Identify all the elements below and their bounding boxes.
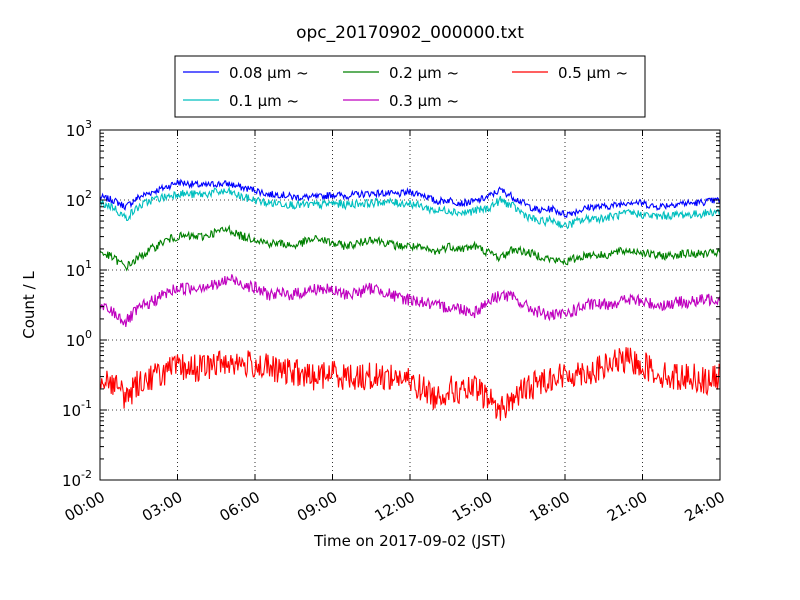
y-tick-label: 10-1: [62, 398, 92, 420]
y-tick-exponent: 2: [85, 188, 92, 201]
legend-label: 0.2 μm ~: [389, 64, 459, 82]
y-tick-base: 10: [62, 402, 81, 420]
y-tick-base: 10: [66, 192, 85, 210]
x-axis-label: Time on 2017-09-02 (JST): [313, 532, 506, 550]
y-tick-label: 10-2: [62, 468, 92, 490]
y-tick-label: 100: [66, 328, 92, 350]
y-tick-base: 10: [66, 332, 85, 350]
y-axis-label: Count / L: [20, 271, 38, 339]
y-tick-exponent: 3: [85, 118, 92, 131]
series-line: [99, 185, 721, 230]
y-tick-base: 10: [66, 262, 85, 280]
series-layer: [99, 178, 721, 421]
y-tick-exponent: 0: [85, 328, 92, 341]
y-tick-label: 101: [66, 258, 92, 280]
series-line: [99, 224, 721, 272]
legend: 0.08 μm ~ 0.1 μm ~ 0.2 μm ~ 0.3 μm ~ 0.5 μm …: [174, 55, 646, 118]
series-line: [99, 274, 721, 327]
y-tick-base: 10: [66, 122, 85, 140]
y-tick-label: 102: [66, 188, 92, 210]
y-tick-base: 10: [62, 472, 81, 490]
legend-label: 0.08 μm ~: [229, 64, 309, 82]
grid: [100, 130, 720, 480]
y-tick-exponent: -2: [81, 468, 92, 481]
legend-label: 0.1 μm ~: [229, 92, 299, 110]
y-tick-label: 103: [66, 118, 92, 140]
legend-label: 0.3 μm ~: [389, 92, 459, 110]
legend-box: [174, 55, 646, 118]
chart-title: opc_20170902_000000.txt: [296, 23, 524, 43]
series-line: [99, 347, 721, 421]
y-tick-exponent: 1: [85, 258, 92, 271]
series-line: [99, 178, 721, 219]
legend-label: 0.5 μm ~: [558, 64, 628, 82]
y-tick-exponent: -1: [81, 398, 92, 411]
